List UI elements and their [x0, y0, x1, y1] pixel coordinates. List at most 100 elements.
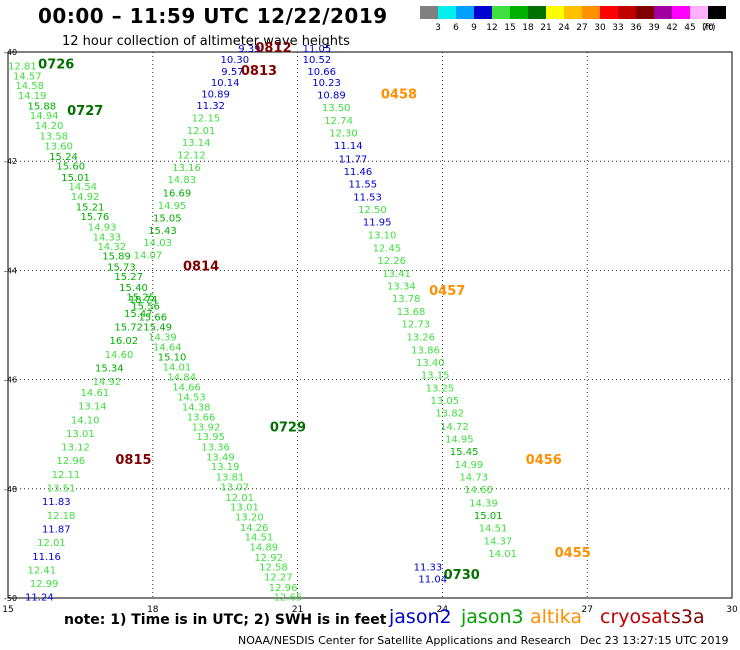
wave-height-value: 13.07: [221, 482, 250, 493]
latitude-tick-label: -40: [4, 48, 17, 57]
wave-height-value: 15.60: [56, 161, 85, 172]
pass-time-label: 0456: [526, 453, 562, 468]
wave-height-value: 14.03: [143, 238, 172, 249]
scale-label: 33: [612, 23, 624, 33]
longitude-tick-label: 30: [726, 605, 738, 615]
wave-height-value: 13.25: [426, 384, 455, 395]
wave-height-value: 13.95: [196, 432, 225, 443]
wave-height-value: 15.21: [76, 202, 105, 213]
longitude-tick-label: 15: [2, 605, 13, 615]
wave-height-value: 12.99: [30, 579, 59, 590]
wave-height-value: 11.53: [353, 193, 382, 204]
map-title: 00:00 – 11:59 UTC 12/22/2019: [38, 4, 388, 28]
wave-height-value: 10.14: [211, 78, 240, 89]
pass-time-label: 0814: [183, 259, 219, 274]
wave-height-value: 11.87: [42, 524, 71, 535]
satellite-legend-jason2: jason2: [389, 606, 452, 628]
scale-swatch: [510, 6, 528, 19]
wave-height-value: 13.40: [416, 358, 445, 369]
scale-label: 36: [630, 23, 642, 33]
scale-label: 24: [558, 23, 570, 33]
scale-swatch: [654, 6, 672, 19]
scale-swatch: [582, 6, 600, 19]
wave-height-value: 14.39: [469, 498, 498, 509]
wave-height-value: 11.32: [196, 101, 225, 112]
wave-height-value: 14.07: [134, 250, 163, 261]
longitude-tick-label: 24: [437, 605, 449, 615]
wave-height-value: 15.01: [61, 173, 90, 184]
wave-height-value: 15.76: [81, 212, 110, 223]
wave-height-value: 14.57: [13, 71, 42, 82]
wave-height-value: 12.27: [264, 573, 293, 584]
wave-height-value: 13.01: [230, 503, 259, 514]
pass-time-label: 0730: [444, 568, 480, 583]
wave-height-value: 15.73: [107, 262, 136, 273]
wave-height-value: 14.53: [177, 392, 206, 403]
wave-height-value: 13.86: [411, 345, 440, 356]
wave-height-value: 15.10: [158, 352, 187, 363]
wave-height-value: 13.51: [47, 484, 76, 495]
latitude-tick-label: -44: [4, 266, 17, 275]
wave-height-value: 14.60: [105, 350, 134, 361]
wave-height-value: 12.11: [52, 470, 81, 481]
scale-label: 15: [504, 23, 516, 33]
wave-height-value: 12.26: [377, 256, 406, 267]
pass-time-label: 0813: [241, 64, 277, 79]
wave-height-value: 10.30: [221, 55, 250, 66]
wave-height-value: 15.45: [450, 447, 479, 458]
scale-swatch: [600, 6, 618, 19]
wave-height-value: 13.41: [382, 269, 411, 280]
wave-height-value: 14.38: [182, 403, 211, 414]
wave-height-value: 12.73: [402, 320, 431, 331]
wave-height-value: 15.49: [143, 322, 172, 333]
wave-height-value: 14.51: [245, 533, 274, 544]
wave-height-value: 9.39: [238, 44, 260, 55]
wave-height-value: 10.52: [303, 55, 332, 66]
pass-time-label: 0726: [38, 57, 74, 72]
latitude-tick-label: -42: [4, 157, 17, 166]
wave-height-value: 14.89: [249, 542, 278, 553]
pass-time-label: 0815: [115, 453, 151, 468]
scale-label: 9: [471, 23, 477, 33]
scale-label: 39: [648, 23, 660, 33]
scale-unit: (ft): [702, 23, 716, 33]
wave-height-value: 15.89: [102, 251, 131, 262]
wave-height-value: 13.16: [172, 163, 201, 174]
wave-height-value: 14.32: [97, 242, 126, 253]
wave-height-value: 13.05: [430, 396, 459, 407]
scale-label: 42: [666, 23, 678, 33]
wave-height-value: 13.92: [192, 422, 221, 433]
wave-height-value: 14.72: [440, 422, 469, 433]
wave-height-value: 14.54: [68, 182, 97, 193]
wave-height-value: 10.23: [312, 78, 341, 89]
wave-height-value: 14.95: [158, 201, 187, 212]
wave-height-value: 10.66: [307, 67, 336, 78]
wave-height-value: 11.46: [344, 167, 373, 178]
wave-height-value: 15.05: [153, 213, 182, 224]
pass-time-label: 0457: [429, 284, 465, 299]
wave-height-value: 15.01: [474, 511, 503, 522]
wave-height-value: 15.88: [27, 101, 56, 112]
wave-height-value: 14.58: [15, 81, 44, 92]
wave-height-value: 15.56: [131, 302, 160, 313]
wave-height-value: 11.05: [303, 44, 332, 55]
pass-time-label: 0458: [381, 87, 417, 102]
wave-height-value: 14.33: [93, 232, 122, 243]
pass-time-label: 0812: [255, 41, 291, 56]
latitude-tick-label: -46: [4, 376, 17, 385]
wave-height-value: 11.04: [418, 575, 447, 586]
wave-height-value: 14.94: [30, 111, 59, 122]
wave-height-value: 10.89: [201, 89, 230, 100]
wave-height-value: 14.61: [81, 388, 110, 399]
wave-height-value: 15.25: [126, 292, 155, 303]
wave-height-value: 13.49: [206, 452, 235, 463]
scale-swatch: [690, 6, 708, 19]
scale-label: 6: [453, 23, 459, 33]
wave-height-value: 13.10: [368, 231, 397, 242]
wave-height-value: 12.96: [269, 583, 298, 594]
credit-line: NOAA/NESDIS Center for Satellite Applica…: [238, 634, 572, 647]
scale-swatch: [564, 6, 582, 19]
wave-height-value: 14.37: [484, 536, 513, 547]
longitude-tick-label: 18: [147, 605, 159, 615]
